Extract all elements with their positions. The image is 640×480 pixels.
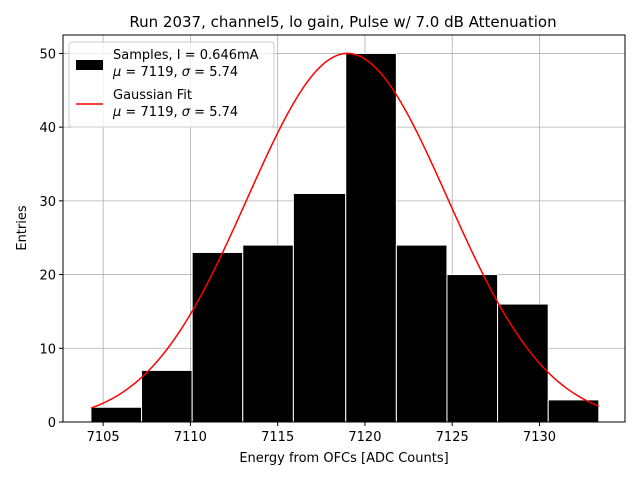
legend-samples-line1: Samples, I = 0.646mA (113, 48, 259, 63)
x-tick-label-4: 7125 (436, 430, 469, 445)
y-tick-label-1: 10 (39, 342, 56, 357)
legend-box (68, 41, 275, 128)
histogram-bar-5 (345, 52, 397, 423)
y-tick-label-0: 0 (48, 416, 56, 431)
x-axis-label: Energy from OFCs [ADC Counts] (239, 451, 448, 466)
y-tick-label-2: 20 (39, 269, 56, 284)
histogram-bars (90, 52, 600, 423)
legend-samples-line2: μ = 7119, σ = 5.74 (112, 65, 238, 80)
histogram-bar-0 (90, 406, 143, 423)
chart-title: Run 2037, channel5, lo gain, Pulse w/ 7.… (129, 13, 556, 31)
y-axis-label: Entries (15, 205, 30, 251)
histogram-bar-7 (446, 274, 499, 423)
gaussian-fit-curve (90, 52, 600, 409)
plot-frame (62, 34, 626, 423)
gaussian-fit (90, 52, 600, 409)
y-tick-label-5: 50 (39, 47, 56, 62)
histogram-bar-2 (191, 251, 244, 423)
x-tick-label-1: 7110 (174, 430, 207, 445)
x-tick-label-2: 7115 (261, 430, 294, 445)
x-tick-label-3: 7120 (348, 430, 381, 445)
histogram-bar-4 (292, 192, 347, 423)
y-axis-ticks: 0 10 20 30 40 50 (39, 47, 63, 431)
x-tick-label-5: 7130 (523, 430, 556, 445)
legend: Samples, I = 0.646mA μ = 7119, σ = 5.74 … (68, 41, 275, 128)
histogram-bar-8 (497, 303, 549, 423)
legend-fit-line2: μ = 7119, σ = 5.74 (112, 105, 238, 120)
legend-samples-swatch (76, 60, 103, 70)
x-tick-label-0: 7105 (87, 430, 120, 445)
legend-fit-line1: Gaussian Fit (113, 88, 192, 103)
y-tick-label-4: 40 (39, 121, 56, 136)
x-axis-ticks: 7105 7110 7115 7120 7125 7130 (87, 422, 556, 445)
histogram-bar-6 (395, 244, 448, 423)
histogram-bar-1 (141, 369, 193, 423)
histogram-bar-3 (242, 244, 294, 423)
y-tick-label-3: 30 (39, 195, 56, 210)
